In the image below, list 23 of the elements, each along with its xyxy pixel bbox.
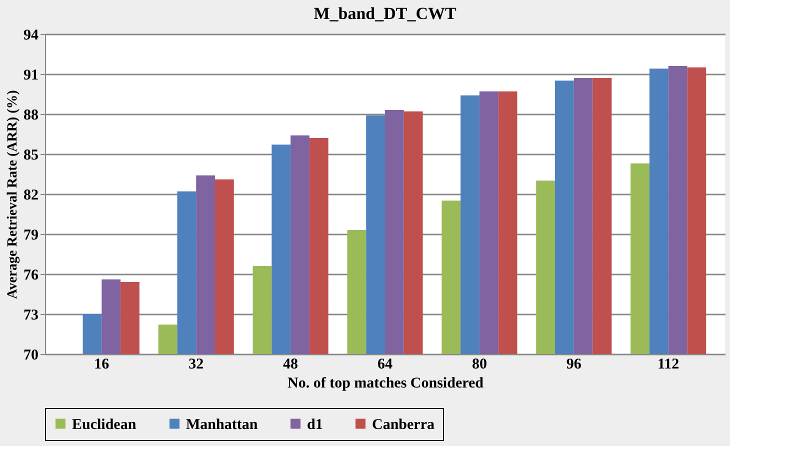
y-tick-label: 73 <box>24 308 38 324</box>
legend-label: Canberra <box>372 416 435 433</box>
legend-label: Euclidean <box>72 416 137 433</box>
y-tick-label: 70 <box>24 348 38 364</box>
x-axis-title: No. of top matches Considered <box>288 376 484 392</box>
y-axis-title: Average Retrieval Rate (ARR) (%) <box>6 90 20 299</box>
legend-label: d1 <box>307 416 323 433</box>
x-tick-label: 16 <box>94 356 110 372</box>
y-tick-label: 85 <box>24 148 38 164</box>
x-tick-label: 48 <box>283 356 298 372</box>
y-tick-label: 91 <box>24 68 38 84</box>
x-tick-label: 96 <box>566 356 582 372</box>
x-tick-label: 64 <box>378 356 393 372</box>
y-tick-label: 79 <box>24 228 38 244</box>
x-tick-label: 32 <box>188 356 204 372</box>
legend-label: Manhattan <box>186 416 258 433</box>
y-tick-label: 94 <box>24 28 39 44</box>
chart-title: M_band_DT_CWT <box>314 4 457 23</box>
y-tick-label: 82 <box>24 188 38 204</box>
x-tick-label: 80 <box>472 356 487 372</box>
y-tick-label: 76 <box>24 268 39 284</box>
x-tick-label: 112 <box>657 356 680 372</box>
y-tick-label: 88 <box>24 108 38 124</box>
